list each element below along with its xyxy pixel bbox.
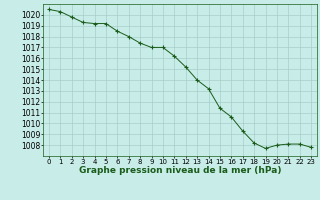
X-axis label: Graphe pression niveau de la mer (hPa): Graphe pression niveau de la mer (hPa) bbox=[79, 166, 281, 175]
